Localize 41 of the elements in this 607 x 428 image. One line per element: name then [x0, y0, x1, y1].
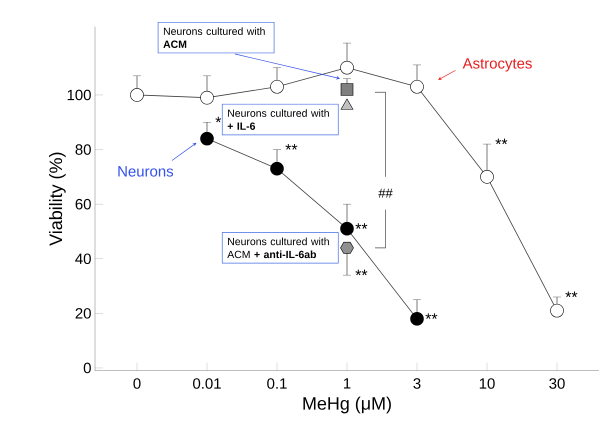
annotation: **: [425, 313, 438, 319]
x-tick-label: 3: [413, 378, 421, 389]
point: [200, 132, 214, 146]
series-label: Neurons cultured with ACM + anti-IL-6ab: [227, 238, 329, 258]
y-tick-label: 0: [84, 362, 91, 374]
point: [340, 83, 354, 96]
point: [340, 242, 354, 254]
point: [270, 80, 284, 94]
annotation: *: [215, 116, 222, 122]
annotation: **: [355, 223, 368, 229]
text: Neurons cultured with ACM: [163, 27, 265, 48]
annotation: **: [495, 138, 508, 144]
point: [340, 222, 354, 236]
annotation: ##: [378, 188, 393, 198]
point: [270, 162, 284, 176]
x-axis-title: MeHg (μM): [303, 396, 391, 414]
point: [550, 304, 564, 318]
y-tick-label: 80: [76, 144, 91, 155]
y-tick-label: 20: [76, 308, 91, 319]
text: Astrocytes: [462, 58, 532, 72]
y-tick-label: 60: [76, 198, 91, 210]
point: [130, 88, 144, 102]
text: Neurons: [118, 166, 174, 177]
y-tick-label: 100: [68, 90, 91, 100]
point: [480, 170, 494, 184]
x-tick-label: 0.1: [267, 378, 287, 389]
x-tick-label: 30: [549, 378, 565, 389]
point: [410, 312, 424, 326]
x-tick-label: 0.01: [193, 378, 221, 389]
point: [200, 90, 214, 104]
annotation: **: [565, 292, 578, 298]
series-label: Neurons cultured with + IL-6: [228, 109, 329, 130]
annotation: **: [285, 144, 298, 150]
y-axis-title: Viability (%): [48, 152, 66, 246]
x-tick-label: 0: [133, 378, 141, 389]
point: [340, 60, 354, 74]
annotation: **: [355, 270, 368, 276]
point: [410, 80, 424, 94]
x-tick-label: 10: [480, 378, 495, 389]
y-tick-label: 40: [75, 253, 91, 264]
x-tick-label: 1: [344, 378, 350, 388]
